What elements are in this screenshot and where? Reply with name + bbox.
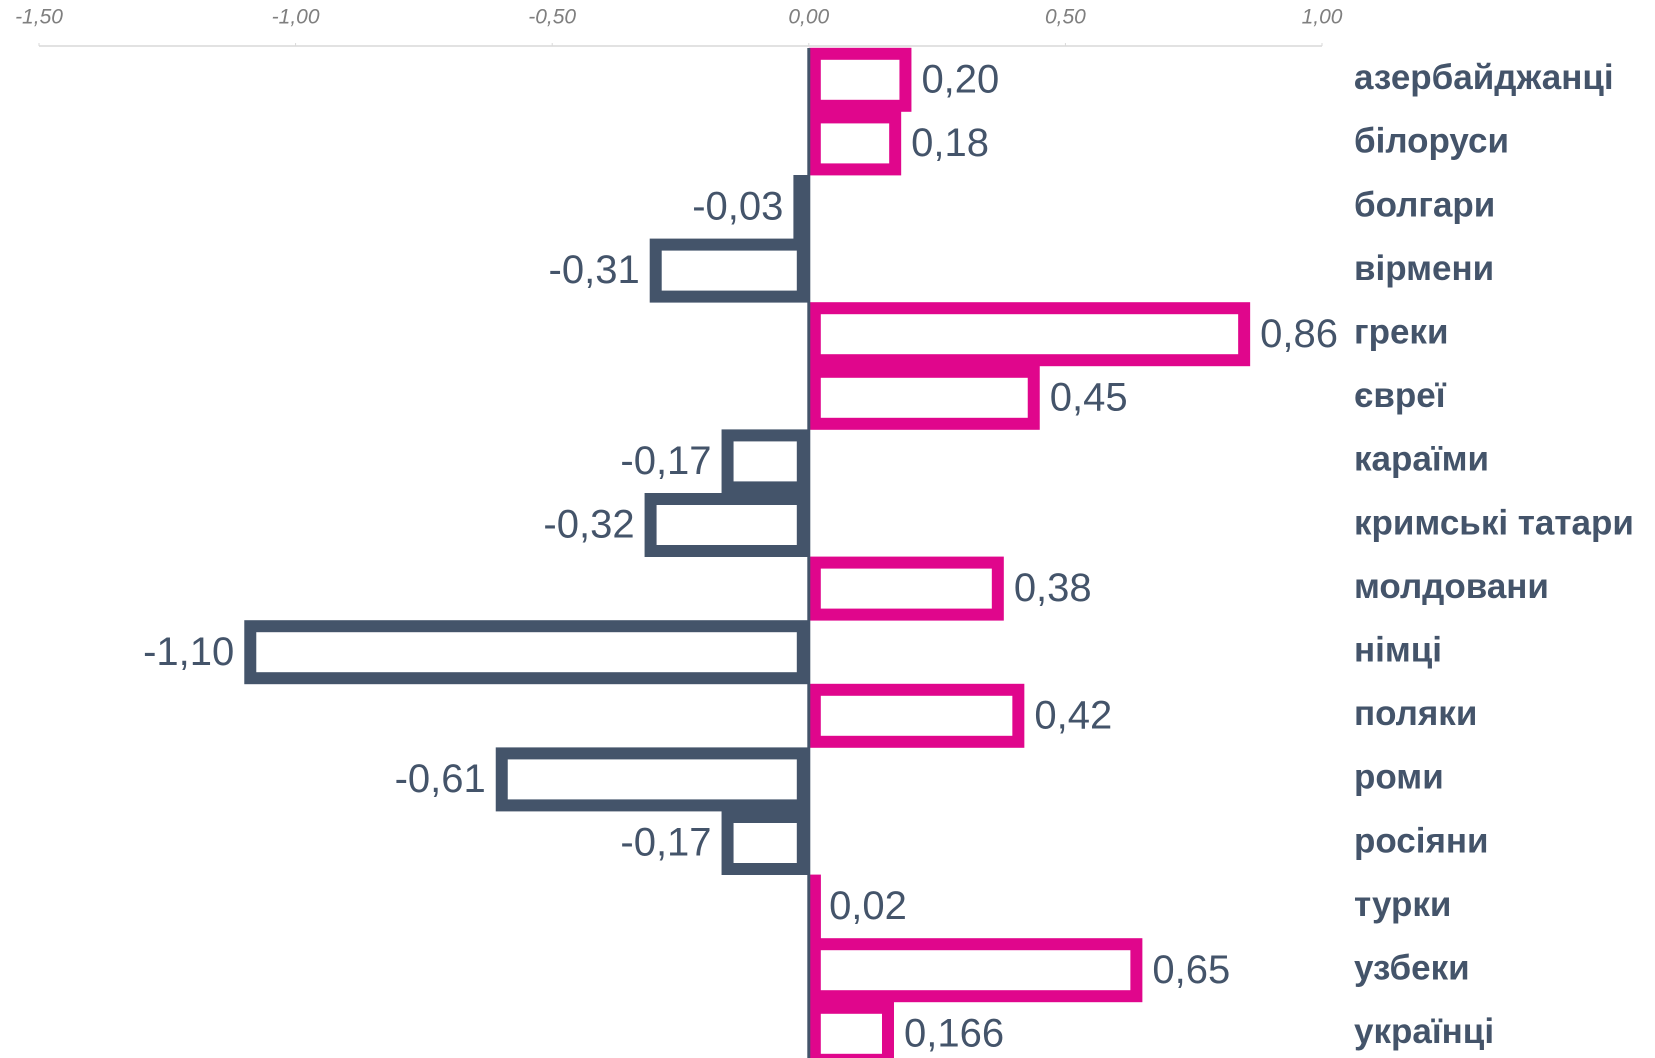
bar: [808, 683, 1025, 748]
value-label: -0,31: [549, 248, 640, 292]
category-label: білоруси: [1354, 122, 1509, 161]
category-label: роми: [1354, 758, 1444, 797]
bar: [649, 238, 809, 303]
category-label: українці: [1354, 1012, 1494, 1051]
x-tick-label: -1,00: [272, 6, 320, 29]
category-label: азербайджанці: [1354, 58, 1614, 97]
x-tick-label: 1,00: [1302, 6, 1343, 29]
value-label: 0,65: [1152, 948, 1230, 992]
value-label: 0,86: [1260, 312, 1338, 356]
x-tick-label: 0,00: [788, 6, 829, 29]
bar: [721, 429, 809, 494]
category-label: німці: [1354, 630, 1442, 669]
bar: [808, 111, 902, 176]
value-label: -0,17: [620, 439, 711, 483]
bar: [793, 175, 809, 239]
value-label: 0,38: [1014, 566, 1092, 610]
bar: [808, 556, 1004, 621]
value-label: 0,42: [1034, 693, 1112, 737]
bar: [808, 938, 1143, 1003]
category-label: росіяни: [1354, 821, 1489, 860]
category-label: молдовани: [1354, 567, 1549, 606]
bar: [495, 747, 809, 812]
category-label: поляки: [1354, 694, 1477, 733]
category-label: турки: [1354, 885, 1451, 924]
x-tick-label: -1,50: [15, 6, 63, 29]
category-label: греки: [1354, 312, 1448, 351]
category-label: кримські татари: [1354, 503, 1634, 542]
x-tick-label: -0,50: [528, 6, 576, 29]
category-label: караїми: [1354, 440, 1489, 479]
bar: [808, 1001, 894, 1058]
bar: [644, 493, 809, 557]
category-label: вірмени: [1354, 249, 1494, 288]
value-label: -0,03: [692, 185, 783, 229]
value-label: 0,45: [1050, 375, 1128, 419]
value-label: 0,166: [904, 1011, 1004, 1055]
bar: [244, 620, 809, 685]
bar: [808, 365, 1040, 430]
x-tick-label: 0,50: [1045, 6, 1086, 29]
value-label: -0,61: [395, 757, 486, 801]
value-label: -1,10: [143, 630, 234, 674]
value-label: 0,20: [921, 57, 999, 101]
bar: [808, 47, 912, 112]
value-label: -0,32: [543, 503, 634, 547]
value-label: -0,17: [620, 821, 711, 865]
category-label: болгари: [1354, 185, 1495, 224]
bar: [808, 302, 1251, 367]
bar: [721, 811, 809, 875]
value-label: 0,18: [911, 121, 989, 165]
category-label: узбеки: [1354, 948, 1470, 987]
value-label: 0,02: [829, 884, 907, 928]
category-label: євреї: [1354, 376, 1447, 415]
